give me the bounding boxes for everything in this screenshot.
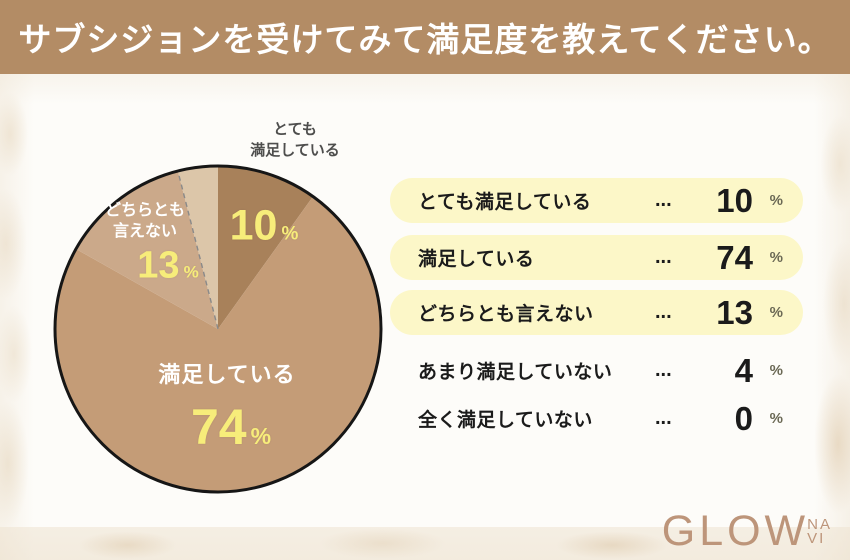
brand-logo: GLOW NA VI [662, 507, 832, 556]
legend-label: あまり満足していない [418, 362, 613, 383]
legend-row-neither: どちらとも言えない ... 13 % [390, 290, 803, 335]
legend-dots: ... [655, 301, 672, 323]
watercolor-texture-right [814, 74, 850, 560]
legend-row-not-at-all-satisfied: 全く満足していない ... 0 % [390, 396, 803, 441]
percent-sign: % [183, 262, 199, 282]
slice-value-very-satisfied: 10 % [230, 202, 299, 251]
legend-label: とても満足している [418, 192, 592, 213]
legend-label: 全く満足していない [418, 410, 593, 431]
legend-list: とても満足している ... 10 % 満足している ... 74 % どちらとも… [390, 178, 803, 441]
brand-logo-stack-bottom: VI [807, 529, 826, 547]
neither-line-1: どちらとも [104, 202, 186, 219]
legend-dots: ... [655, 189, 672, 211]
slice-label-satisfied: 満足している [158, 362, 296, 387]
pie-slice-0 [218, 166, 313, 329]
page-title: サブシジョンを受けてみて満足度を教えてください。 [18, 21, 832, 58]
legend-value: 74 [716, 238, 753, 276]
legend-value: 13 [716, 293, 753, 331]
legend-dots: ... [655, 407, 672, 429]
legend-label: どちらとも言えない [418, 304, 594, 325]
percent-sign: % [769, 362, 783, 379]
legend-value: 0 [734, 399, 753, 437]
legend-label: 満足している [418, 249, 535, 270]
brand-logo-main: GLOW [661, 507, 810, 555]
neither-line-2: 言えない [112, 223, 178, 240]
legend-row-very-satisfied: とても満足している ... 10 % [390, 178, 803, 223]
percent-sign: % [769, 249, 783, 266]
slice-value-number: 74 [190, 399, 247, 455]
percent-sign: % [769, 304, 783, 321]
percent-sign: % [769, 410, 783, 427]
callout-line-1: とても [273, 121, 317, 138]
legend-value: 10 [716, 181, 753, 219]
slice-value-neither: 13 % [137, 245, 198, 288]
callout-line-2: 満足している [250, 142, 340, 159]
title-bar: サブシジョンを受けてみて満足度を教えてください。 [0, 0, 850, 74]
percent-sign: % [250, 423, 272, 449]
pie-slice-1 [55, 196, 382, 493]
legend-value: 4 [734, 351, 753, 389]
legend-row-not-very-satisfied: あまり満足していない ... 4 % [390, 348, 803, 393]
pie-outline [53, 164, 383, 494]
slice-label-neither: どちらとも 言えない [105, 200, 185, 242]
slice-value-satisfied: 74 % [191, 398, 271, 456]
watercolor-texture-band [0, 74, 850, 104]
legend-row-satisfied: 満足している ... 74 % [390, 235, 803, 280]
pie-slice-2 [76, 171, 218, 329]
watercolor-texture-left [0, 74, 34, 560]
pie-chart-svg [53, 164, 383, 494]
percent-sign: % [281, 223, 299, 245]
dashed-slice-boundary [177, 170, 219, 330]
slice-value-number: 10 [229, 201, 278, 250]
pie-chart: 10 % どちらとも 言えない 13 % 満足している 74 % [48, 159, 388, 499]
legend-dots: ... [655, 246, 672, 268]
percent-sign: % [769, 192, 783, 209]
legend-dots: ... [655, 359, 672, 381]
slice-value-number: 13 [137, 244, 180, 287]
pie-callout-very-satisfied: とても 満足している [230, 119, 360, 161]
brand-logo-stack: NA VI [807, 517, 832, 547]
